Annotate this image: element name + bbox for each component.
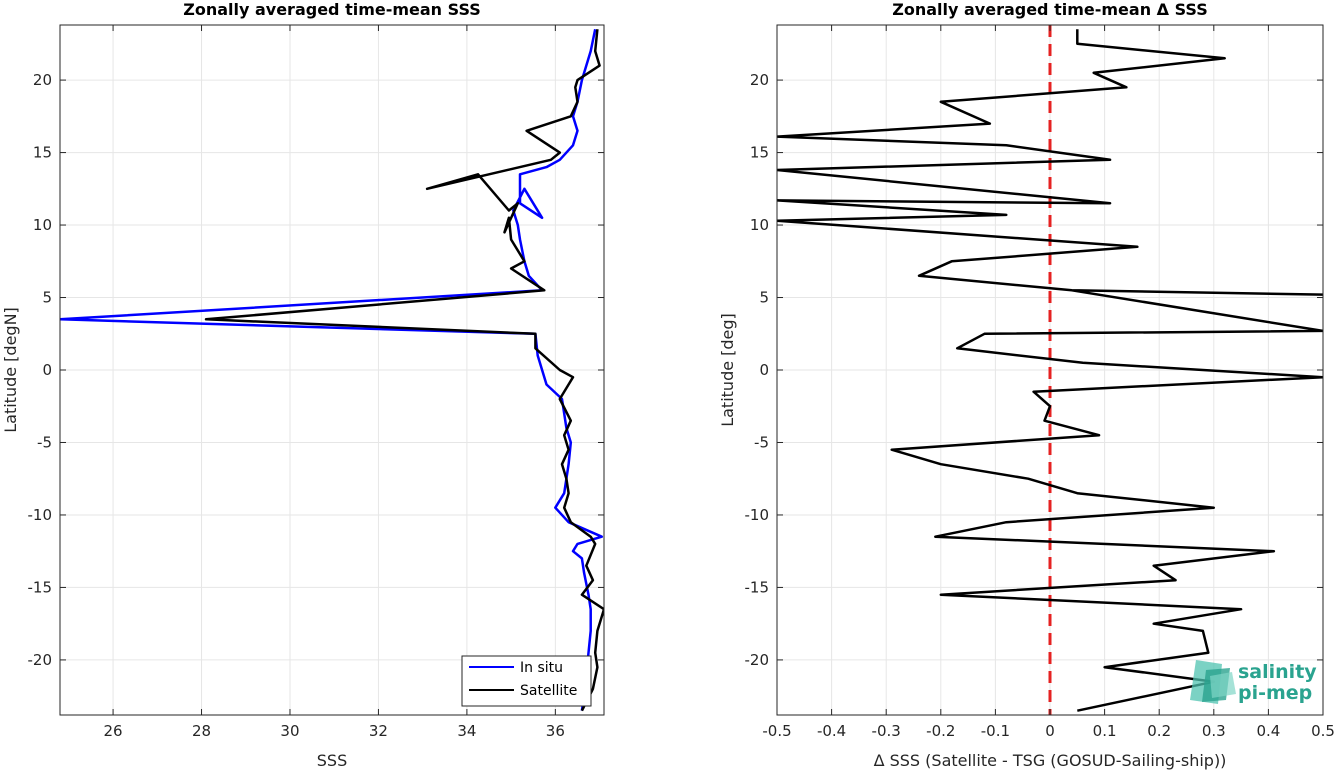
right-ytick-label: 5: [759, 289, 769, 307]
right-panel: -0.5 -0.4 -0.3 -0.2 -0.1 0 0.1 0.2 0.3 0.4 0.5 -20 -…: [718, 0, 1335, 770]
right-ytick-label: -15: [745, 578, 770, 596]
right-xtick-label: -0.2: [926, 722, 955, 740]
left-xtick-label: 34: [457, 722, 476, 740]
left-ytick-label: 15: [33, 144, 52, 162]
left-series: [60, 29, 604, 712]
left-ytick-label: -5: [37, 433, 52, 451]
left-ytick-label: 0: [42, 361, 52, 379]
logo-line2: pi-mep: [1238, 682, 1312, 704]
legend-satellite-label: Satellite: [520, 683, 577, 699]
right-ytick-label: 0: [759, 361, 769, 379]
right-ytick-label: -20: [745, 651, 770, 669]
left-ytick-label: -15: [28, 578, 53, 596]
right-xtick-label: 0.4: [1256, 722, 1280, 740]
right-xtick-label: -0.3: [872, 722, 901, 740]
left-ytick-label: 20: [33, 71, 52, 89]
right-xtick-label: 0.2: [1147, 722, 1171, 740]
right-ytick-label: 20: [750, 71, 769, 89]
legend-in-situ-label: In situ: [520, 660, 563, 676]
left-xtick-label: 32: [369, 722, 388, 740]
right-ytick-label: -5: [754, 433, 769, 451]
left-ytick-label: -20: [28, 651, 53, 669]
left-xlabel: SSS: [317, 751, 347, 770]
left-xtick-label: 28: [192, 722, 211, 740]
left-ytick-label: 5: [42, 289, 52, 307]
left-title: Zonally averaged time-mean SSS: [183, 0, 481, 19]
left-grid: [60, 25, 604, 715]
left-series-in-situ: [60, 29, 604, 711]
right-xtick-label: 0.5: [1311, 722, 1335, 740]
right-xlabel: Δ SSS (Satellite - TSG (GOSUD-Sailing-sh…: [874, 751, 1227, 770]
right-series-series-0: [777, 29, 1323, 712]
left-xtick-label: 26: [104, 722, 123, 740]
left-xtick-label: 30: [280, 722, 299, 740]
left-ytick-label: -10: [28, 506, 53, 524]
right-xtick-label: -0.4: [817, 722, 846, 740]
right-ytick-label: 15: [750, 144, 769, 162]
right-xtick-label: 0.3: [1202, 722, 1226, 740]
left-ylabel: Latitude [degN]: [1, 307, 20, 433]
legend-box: [461, 655, 592, 707]
right-xtick-label: 0.1: [1093, 722, 1117, 740]
logo-waves-icon: [1190, 660, 1236, 704]
right-ytick-label: 10: [750, 216, 769, 234]
left-ticks: 26 28 30 32 34 36 -20 -15 -10 -5 0 5 10 15 20: [28, 25, 604, 740]
right-ticks: -0.5 -0.4 -0.3 -0.2 -0.1 0 0.1 0.2 0.3 0.4 0.5 -20 -…: [745, 25, 1335, 740]
legend: In situ Satellite: [461, 655, 592, 707]
right-ylabel: Latitude [deg]: [718, 313, 737, 427]
left-ytick-label: 10: [33, 216, 52, 234]
right-ytick-label: -10: [745, 506, 770, 524]
right-title: Zonally averaged time-mean Δ SSS: [892, 0, 1208, 19]
salinity-pimep-logo: salinity pi-mep: [1190, 660, 1317, 704]
logo-line1: salinity: [1238, 661, 1317, 683]
left-xtick-label: 36: [546, 722, 565, 740]
left-series-satellite: [204, 29, 604, 712]
right-xtick-label: -0.1: [981, 722, 1010, 740]
left-panel: 26 28 30 32 34 36 -20 -15 -10 -5 0 5 10 15 20 Zonally …: [1, 0, 605, 770]
right-xtick-label: 0: [1045, 722, 1055, 740]
right-series: [777, 29, 1323, 712]
right-xtick-label: -0.5: [762, 722, 791, 740]
